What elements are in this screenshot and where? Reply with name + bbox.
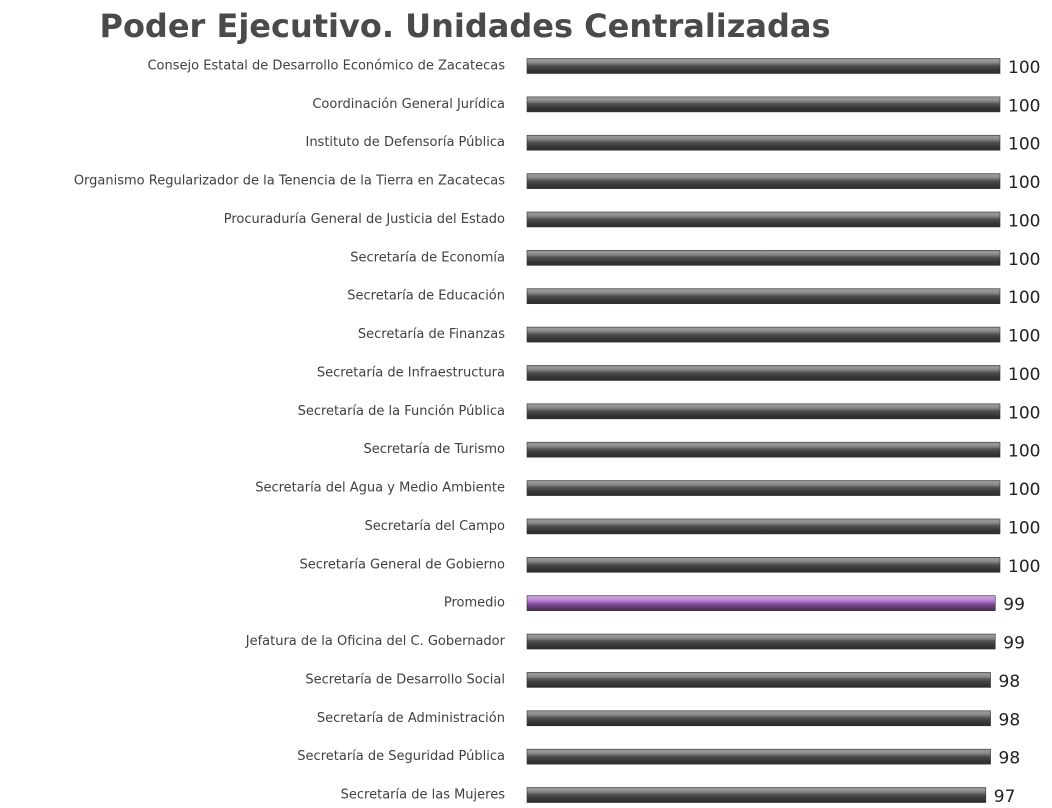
y-tick-label: Organismo Regularizador de la Tenencia d… — [74, 174, 505, 189]
value-label: 100 — [1008, 480, 1040, 500]
value-label: 99 — [1003, 595, 1025, 615]
value-label: 97 — [994, 787, 1016, 807]
bar — [526, 672, 991, 688]
y-tick-label: Procuraduría General de Justicia del Est… — [224, 212, 505, 227]
y-tick-label: Secretaría del Agua y Medio Ambiente — [255, 481, 505, 496]
value-label: 100 — [1008, 58, 1040, 78]
bar — [526, 787, 987, 803]
bar — [526, 595, 996, 611]
value-label: 100 — [1008, 211, 1040, 231]
value-label: 100 — [1008, 442, 1040, 462]
value-label: 100 — [1008, 518, 1040, 538]
bar — [526, 557, 1001, 573]
value-label: 98 — [999, 672, 1021, 692]
y-tick-label: Secretaría de Seguridad Pública — [297, 749, 505, 764]
y-tick-label: Secretaría General de Gobierno — [299, 557, 505, 572]
chart-title: Poder Ejecutivo. Unidades Centralizadas — [99, 7, 830, 45]
value-label: 99 — [1003, 634, 1025, 654]
y-tick-label: Secretaría de Finanzas — [358, 327, 505, 342]
value-label: 100 — [1008, 327, 1040, 347]
bar — [526, 748, 991, 765]
value-label: 100 — [1008, 557, 1040, 577]
y-tick-label: Secretaría de Economía — [350, 250, 505, 265]
bar — [526, 134, 1001, 151]
y-tick-label: Secretaría de Administración — [317, 711, 505, 726]
y-tick-label: Secretaría de la Función Pública — [298, 404, 505, 419]
bar — [526, 365, 1001, 381]
bar — [526, 288, 1001, 305]
y-tick-label: Consejo Estatal de Desarrollo Económico … — [147, 59, 505, 74]
y-tick-label: Promedio — [444, 596, 505, 611]
y-tick-label: Secretaría de las Mujeres — [341, 788, 506, 803]
value-label: 98 — [999, 749, 1021, 769]
value-label: 100 — [1008, 173, 1040, 193]
value-label: 100 — [1008, 365, 1040, 385]
y-tick-label: Jefatura de la Oficina del C. Gobernador — [245, 634, 506, 649]
bar — [526, 480, 1001, 496]
value-label: 100 — [1008, 135, 1040, 155]
bar — [526, 58, 1001, 74]
value-label: 100 — [1008, 96, 1040, 116]
bar — [526, 96, 1001, 113]
value-label: 98 — [999, 710, 1021, 730]
y-tick-label: Instituto de Defensoría Pública — [305, 135, 505, 150]
value-label: 100 — [1008, 403, 1040, 423]
bar — [526, 441, 1001, 458]
bar — [526, 710, 991, 727]
bar — [526, 403, 1001, 420]
y-tick-label: Secretaría de Educación — [347, 289, 505, 304]
y-tick-label: Secretaría del Campo — [365, 519, 506, 534]
y-tick-label: Secretaría de Turismo — [363, 442, 505, 457]
y-tick-label: Coordinación General Jurídica — [312, 97, 505, 112]
value-label: 100 — [1008, 288, 1040, 308]
value-label: 100 — [1008, 250, 1040, 270]
y-tick-label: Secretaría de Infraestructura — [317, 365, 505, 380]
bar — [526, 633, 996, 650]
bar — [526, 250, 1001, 266]
bar — [526, 326, 1001, 343]
bar — [526, 518, 1001, 535]
y-tick-label: Secretaría de Desarrollo Social — [305, 672, 505, 687]
bar — [526, 211, 1001, 228]
bar — [526, 173, 1001, 189]
